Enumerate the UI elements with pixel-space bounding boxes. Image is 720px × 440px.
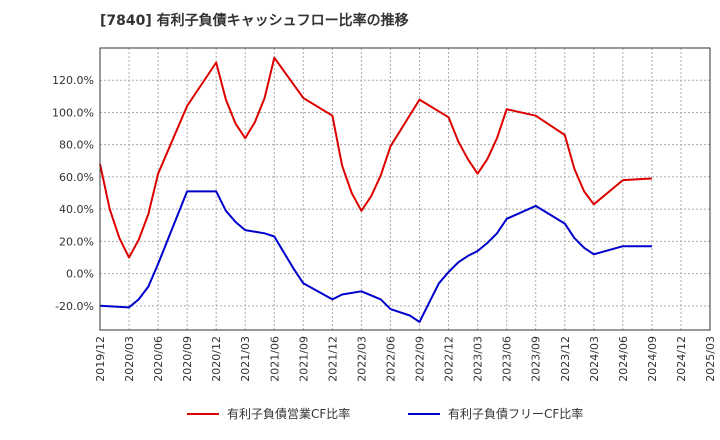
x-tick-label: 2024/06 xyxy=(617,336,630,382)
x-tick-label: 2022/03 xyxy=(355,336,368,382)
y-tick-label: -20.0% xyxy=(55,300,94,313)
x-tick-label: 2021/06 xyxy=(268,336,281,382)
series-line-1 xyxy=(99,56,652,259)
grid xyxy=(99,48,711,330)
y-tick-label: 60.0% xyxy=(59,171,94,184)
y-tick-label: 100.0% xyxy=(52,106,94,119)
x-tick-label: 2020/09 xyxy=(181,336,194,382)
x-tick-label: 2024/03 xyxy=(588,336,601,382)
legend-label-2: 有利子負債フリーCF比率 xyxy=(448,406,583,421)
legend-label-1: 有利子負債営業CF比率 xyxy=(227,406,350,421)
x-tick-label: 2024/12 xyxy=(675,336,688,382)
y-tick-label: 120.0% xyxy=(52,74,94,87)
x-tick-label: 2021/03 xyxy=(239,336,252,382)
x-tick-label: 2024/09 xyxy=(646,336,659,382)
series-lines xyxy=(99,56,652,323)
y-tick-label: 0.0% xyxy=(66,268,94,281)
x-tick-label: 2023/12 xyxy=(559,336,572,382)
series-line-2 xyxy=(99,190,652,323)
x-tick-label: 2022/09 xyxy=(414,336,427,382)
x-tick-label: 2022/12 xyxy=(443,336,456,382)
x-tick-label: 2021/12 xyxy=(326,336,339,382)
x-tick-label: 2022/06 xyxy=(384,336,397,382)
x-tick-label: 2023/06 xyxy=(501,336,514,382)
x-tick-label: 2023/09 xyxy=(530,336,543,382)
legend: 有利子負債営業CF比率 有利子負債フリーCF比率 xyxy=(187,406,583,421)
y-tick-label: 20.0% xyxy=(59,235,94,248)
x-tick-label: 2021/09 xyxy=(297,336,310,382)
y-tick-label: 40.0% xyxy=(59,203,94,216)
x-tick-label: 2019/12 xyxy=(94,336,107,382)
x-tick-label: 2020/03 xyxy=(123,336,136,382)
x-tick-label: 2020/12 xyxy=(210,336,223,382)
y-tick-label: 80.0% xyxy=(59,139,94,152)
x-tick-label: 2023/03 xyxy=(472,336,485,382)
y-axis-ticks: -20.0% 0.0% 20.0% 40.0% 60.0% 80.0% 100.0% 120.… xyxy=(52,74,94,313)
x-tick-label: 2020/06 xyxy=(152,336,165,382)
x-tick-label: 2025/03 xyxy=(704,336,717,382)
x-axis-ticks: 2019/12 2020/03 2020/06 2020/09 2020/12 2021/… xyxy=(94,336,717,382)
plot-frame xyxy=(99,47,711,331)
chart-title: [7840] 有利子負債キャッシュフロー比率の推移 xyxy=(100,12,409,29)
